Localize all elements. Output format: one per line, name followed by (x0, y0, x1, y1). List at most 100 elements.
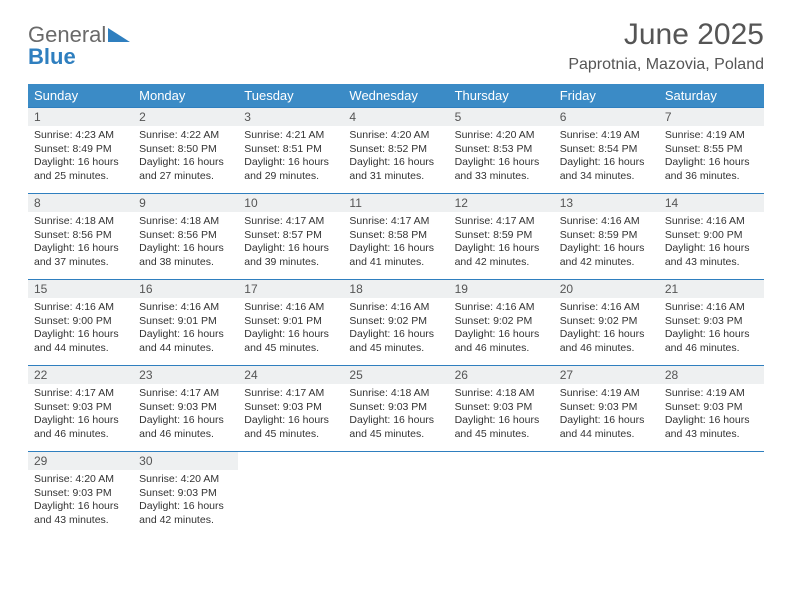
day-number: 9 (133, 194, 238, 212)
calendar-cell: 6Sunrise: 4:19 AMSunset: 8:54 PMDaylight… (554, 108, 659, 194)
daylight-text2: and 29 minutes. (244, 170, 337, 184)
daylight-text: Daylight: 16 hours (665, 156, 758, 170)
calendar-cell-empty (554, 452, 659, 538)
daylight-text: Daylight: 16 hours (34, 242, 127, 256)
sunset-text: Sunset: 9:02 PM (349, 315, 442, 329)
logo-text: General Blue (28, 24, 130, 68)
day-details: Sunrise: 4:18 AMSunset: 8:56 PMDaylight:… (133, 212, 238, 274)
daylight-text: Daylight: 16 hours (139, 328, 232, 342)
daylight-text: Daylight: 16 hours (349, 328, 442, 342)
sunrise-text: Sunrise: 4:16 AM (244, 301, 337, 315)
daylight-text: Daylight: 16 hours (665, 242, 758, 256)
sunrise-text: Sunrise: 4:16 AM (34, 301, 127, 315)
sunrise-text: Sunrise: 4:19 AM (665, 387, 758, 401)
daylight-text: Daylight: 16 hours (560, 414, 653, 428)
sunset-text: Sunset: 9:03 PM (139, 401, 232, 415)
day-details: Sunrise: 4:16 AMSunset: 9:00 PMDaylight:… (659, 212, 764, 274)
calendar-cell: 5Sunrise: 4:20 AMSunset: 8:53 PMDaylight… (449, 108, 554, 194)
calendar-cell-empty (238, 452, 343, 538)
day-details: Sunrise: 4:16 AMSunset: 9:02 PMDaylight:… (554, 298, 659, 360)
daylight-text2: and 39 minutes. (244, 256, 337, 270)
sunrise-text: Sunrise: 4:18 AM (139, 215, 232, 229)
calendar-cell: 16Sunrise: 4:16 AMSunset: 9:01 PMDayligh… (133, 280, 238, 366)
day-details: Sunrise: 4:16 AMSunset: 8:59 PMDaylight:… (554, 212, 659, 274)
calendar-cell-empty (449, 452, 554, 538)
weekday-header: Saturday (659, 84, 764, 108)
sunset-text: Sunset: 9:00 PM (34, 315, 127, 329)
day-number: 18 (343, 280, 448, 298)
day-number: 24 (238, 366, 343, 384)
weekday-header: Monday (133, 84, 238, 108)
daylight-text2: and 45 minutes. (244, 342, 337, 356)
daylight-text: Daylight: 16 hours (665, 328, 758, 342)
calendar-cell: 21Sunrise: 4:16 AMSunset: 9:03 PMDayligh… (659, 280, 764, 366)
sunrise-text: Sunrise: 4:17 AM (34, 387, 127, 401)
daylight-text2: and 34 minutes. (560, 170, 653, 184)
day-details: Sunrise: 4:18 AMSunset: 8:56 PMDaylight:… (28, 212, 133, 274)
day-details: Sunrise: 4:17 AMSunset: 8:57 PMDaylight:… (238, 212, 343, 274)
day-details: Sunrise: 4:20 AMSunset: 8:53 PMDaylight:… (449, 126, 554, 188)
sunset-text: Sunset: 8:50 PM (139, 143, 232, 157)
day-details: Sunrise: 4:16 AMSunset: 9:01 PMDaylight:… (238, 298, 343, 360)
calendar-cell: 26Sunrise: 4:18 AMSunset: 9:03 PMDayligh… (449, 366, 554, 452)
daylight-text: Daylight: 16 hours (139, 414, 232, 428)
sunrise-text: Sunrise: 4:18 AM (34, 215, 127, 229)
daylight-text2: and 46 minutes. (455, 342, 548, 356)
daylight-text2: and 46 minutes. (139, 428, 232, 442)
sunset-text: Sunset: 8:59 PM (455, 229, 548, 243)
calendar-cell: 14Sunrise: 4:16 AMSunset: 9:00 PMDayligh… (659, 194, 764, 280)
day-details: Sunrise: 4:19 AMSunset: 9:03 PMDaylight:… (554, 384, 659, 446)
calendar-cell: 13Sunrise: 4:16 AMSunset: 8:59 PMDayligh… (554, 194, 659, 280)
daylight-text: Daylight: 16 hours (349, 242, 442, 256)
month-title: June 2025 (568, 18, 764, 52)
sunrise-text: Sunrise: 4:19 AM (665, 129, 758, 143)
day-number: 1 (28, 108, 133, 126)
header: General Blue June 2025 Paprotnia, Mazovi… (28, 18, 764, 74)
daylight-text2: and 33 minutes. (455, 170, 548, 184)
day-number: 14 (659, 194, 764, 212)
sunrise-text: Sunrise: 4:19 AM (560, 129, 653, 143)
daylight-text: Daylight: 16 hours (244, 414, 337, 428)
sunset-text: Sunset: 9:03 PM (665, 315, 758, 329)
calendar-row: 15Sunrise: 4:16 AMSunset: 9:00 PMDayligh… (28, 280, 764, 366)
sunrise-text: Sunrise: 4:17 AM (455, 215, 548, 229)
day-number: 28 (659, 366, 764, 384)
sunset-text: Sunset: 9:02 PM (560, 315, 653, 329)
daylight-text: Daylight: 16 hours (139, 500, 232, 514)
calendar-cell: 3Sunrise: 4:21 AMSunset: 8:51 PMDaylight… (238, 108, 343, 194)
logo-triangle-icon (108, 26, 130, 42)
day-details: Sunrise: 4:17 AMSunset: 8:59 PMDaylight:… (449, 212, 554, 274)
sunset-text: Sunset: 8:55 PM (665, 143, 758, 157)
daylight-text2: and 46 minutes. (560, 342, 653, 356)
sunset-text: Sunset: 8:51 PM (244, 143, 337, 157)
calendar-row: 22Sunrise: 4:17 AMSunset: 9:03 PMDayligh… (28, 366, 764, 452)
sunrise-text: Sunrise: 4:16 AM (665, 301, 758, 315)
calendar-cell: 23Sunrise: 4:17 AMSunset: 9:03 PMDayligh… (133, 366, 238, 452)
day-details: Sunrise: 4:17 AMSunset: 9:03 PMDaylight:… (28, 384, 133, 446)
daylight-text: Daylight: 16 hours (34, 156, 127, 170)
calendar-cell: 27Sunrise: 4:19 AMSunset: 9:03 PMDayligh… (554, 366, 659, 452)
sunrise-text: Sunrise: 4:16 AM (560, 301, 653, 315)
day-number: 20 (554, 280, 659, 298)
day-number: 27 (554, 366, 659, 384)
calendar-row: 29Sunrise: 4:20 AMSunset: 9:03 PMDayligh… (28, 452, 764, 538)
day-details: Sunrise: 4:20 AMSunset: 9:03 PMDaylight:… (28, 470, 133, 532)
calendar-head: SundayMondayTuesdayWednesdayThursdayFrid… (28, 84, 764, 108)
calendar-table: SundayMondayTuesdayWednesdayThursdayFrid… (28, 84, 764, 538)
sunset-text: Sunset: 9:01 PM (139, 315, 232, 329)
daylight-text: Daylight: 16 hours (560, 328, 653, 342)
day-details: Sunrise: 4:19 AMSunset: 8:54 PMDaylight:… (554, 126, 659, 188)
sunrise-text: Sunrise: 4:19 AM (560, 387, 653, 401)
daylight-text2: and 38 minutes. (139, 256, 232, 270)
sunrise-text: Sunrise: 4:16 AM (349, 301, 442, 315)
sunrise-text: Sunrise: 4:17 AM (349, 215, 442, 229)
sunset-text: Sunset: 9:03 PM (34, 401, 127, 415)
day-details: Sunrise: 4:18 AMSunset: 9:03 PMDaylight:… (449, 384, 554, 446)
sunset-text: Sunset: 9:01 PM (244, 315, 337, 329)
sunrise-text: Sunrise: 4:20 AM (139, 473, 232, 487)
daylight-text: Daylight: 16 hours (560, 242, 653, 256)
daylight-text: Daylight: 16 hours (244, 328, 337, 342)
daylight-text2: and 46 minutes. (34, 428, 127, 442)
daylight-text2: and 36 minutes. (665, 170, 758, 184)
weekday-header: Friday (554, 84, 659, 108)
